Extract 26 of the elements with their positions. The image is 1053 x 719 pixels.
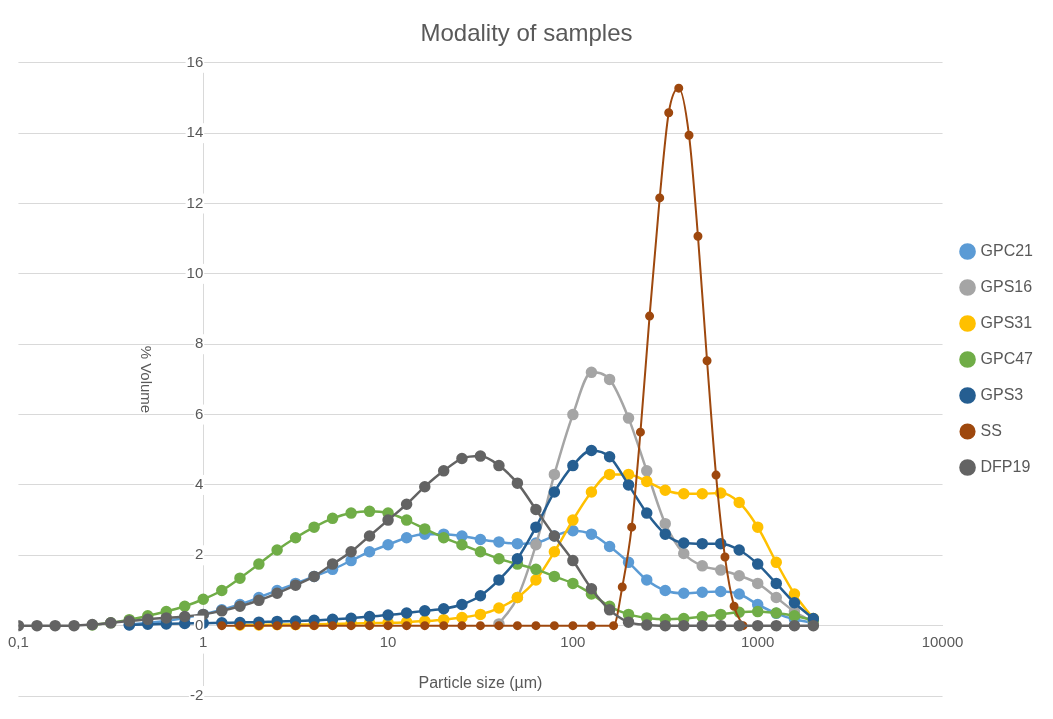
legend-label: SS (980, 421, 1002, 439)
x-tick-label: 1000 (741, 632, 775, 650)
legend-label: DFP19 (980, 457, 1031, 475)
y-tick-label: -2 (189, 686, 204, 704)
y-tick-label: 10 (186, 264, 204, 282)
x-tick-label: 100 (560, 632, 586, 650)
y-tick-label: 12 (186, 193, 204, 211)
chart-title: Modality of samples (420, 19, 633, 47)
y-tick-label: 16 (186, 52, 204, 70)
legend-label: GPS3 (980, 385, 1024, 403)
y-axis-title: % Volume (138, 345, 156, 414)
x-tick-label: 0,1 (8, 632, 29, 650)
legend-label: GPS31 (980, 313, 1033, 331)
y-tick-label: 4 (194, 475, 204, 493)
y-tick-label: 0 (194, 615, 204, 633)
y-tick-label: 2 (194, 545, 204, 563)
x-tick-label: 10 (379, 632, 397, 650)
y-tick-label: 8 (194, 334, 204, 352)
y-tick-label: 14 (186, 123, 204, 141)
y-tick-label: 6 (194, 404, 204, 422)
x-axis-title: Particle size (µm) (418, 673, 543, 691)
legend-label: GPC21 (980, 241, 1034, 259)
legend-label: GPC47 (980, 349, 1034, 367)
legend-label: GPS16 (980, 277, 1033, 295)
x-tick-label: 1 (199, 632, 208, 650)
x-tick-label: 10000 (921, 632, 964, 650)
